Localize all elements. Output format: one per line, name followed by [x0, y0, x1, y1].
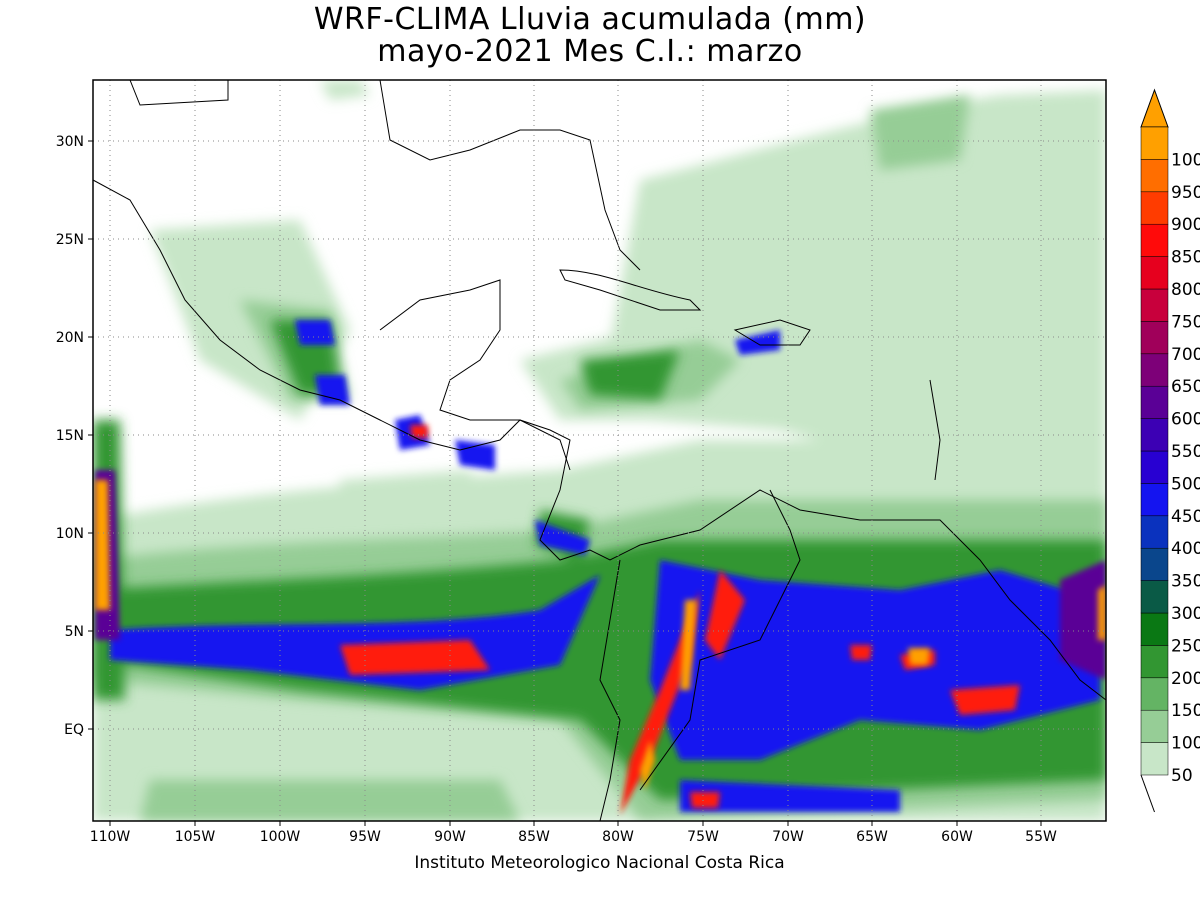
lat-label: 5N: [65, 624, 84, 640]
lon-label: 55W: [1025, 829, 1057, 845]
latitude-labels: 30N 25N 20N 15N 10N 5N EQ: [56, 134, 84, 738]
colorbar-swatch: [1140, 191, 1169, 225]
colorbar-label: 300: [1171, 604, 1200, 624]
colorbar-label: 1000: [1171, 150, 1200, 170]
colorbar-label: 650: [1171, 377, 1200, 397]
lat-label: EQ: [64, 722, 84, 738]
colorbar-swatch: [1140, 645, 1169, 679]
colorbar-label: 50: [1171, 766, 1193, 786]
lat-label: 15N: [56, 428, 84, 444]
colorbar-swatch: [1140, 515, 1169, 549]
colorbar-swatch: [1140, 483, 1169, 517]
graticule: [93, 80, 1106, 821]
longitude-labels: 110W 105W 100W 95W 90W 85W 80W 75W 70W 6…: [90, 829, 1057, 845]
colorbar-min-tail: [1140, 774, 1155, 813]
colorbar-swatch: [1140, 677, 1169, 711]
axis-ticks: [88, 140, 1042, 826]
lat-label: 30N: [56, 134, 84, 150]
rain-800-900-layer: [340, 425, 1020, 815]
colorbar-swatch: [1140, 223, 1169, 257]
colorbar-swatch: [1140, 288, 1169, 322]
colorbar-swatch: [1140, 321, 1169, 355]
map-subtitle: mayo-2021 Mes C.I.: marzo: [377, 34, 803, 69]
lon-label: 95W: [349, 829, 381, 845]
colorbar-label: 150: [1171, 701, 1200, 721]
coastlines: [93, 80, 1106, 821]
colorbar-label: 500: [1171, 474, 1200, 494]
colorbar-label: 600: [1171, 410, 1200, 430]
colorbar-swatch: [1140, 547, 1169, 581]
colorbar-label: 800: [1171, 280, 1200, 300]
colorbar-label: 700: [1171, 345, 1200, 365]
colorbar-swatch: [1140, 256, 1169, 290]
colorbar-swatch: [1140, 612, 1169, 646]
lon-label: 110W: [90, 829, 131, 845]
colorbar-swatch: [1140, 126, 1169, 160]
colorbar-label: 200: [1171, 669, 1200, 689]
map-frame: [92, 79, 1107, 822]
colorbar-swatch: [1140, 709, 1169, 743]
colorbar-label: 900: [1171, 215, 1200, 235]
lat-label: 20N: [56, 330, 84, 346]
colorbar-swatch: [1140, 580, 1169, 614]
colorbar-swatch: [1140, 418, 1169, 452]
colorbar-label: 100: [1171, 734, 1200, 754]
colorbar-label: 450: [1171, 507, 1200, 527]
colorbar-swatch: [1140, 159, 1169, 193]
rain-950-1000-layer: [95, 480, 1106, 790]
lon-label: 75W: [687, 829, 719, 845]
colorbar-max-arrow: [1140, 88, 1169, 128]
colorbar-label: 350: [1171, 572, 1200, 592]
lon-label: 65W: [856, 829, 888, 845]
colorbar: 50 100 150 200 250 300 350 400 450 500 550 600 650 70…: [1140, 88, 1200, 813]
lon-label: 80W: [602, 829, 634, 845]
lon-label: 85W: [518, 829, 550, 845]
lat-label: 10N: [56, 526, 84, 542]
colorbar-swatch: [1140, 385, 1169, 419]
colorbar-label: 950: [1171, 183, 1200, 203]
colorbar-label: 250: [1171, 636, 1200, 656]
colorbar-swatch: [1140, 353, 1169, 387]
colorbar-label: 750: [1171, 312, 1200, 332]
colorbar-swatch: [1140, 450, 1169, 484]
lon-label: 90W: [434, 829, 466, 845]
colorbar-label: 850: [1171, 248, 1200, 268]
lon-label: 70W: [772, 829, 804, 845]
map-title: WRF-CLIMA Lluvia acumulada (mm): [313, 2, 867, 37]
colorbar-label: 400: [1171, 539, 1200, 559]
colorbar-swatch: [1140, 742, 1169, 776]
lat-label: 25N: [56, 232, 84, 248]
lon-label: 60W: [941, 829, 973, 845]
lon-label: 105W: [175, 829, 216, 845]
lon-label: 100W: [260, 829, 301, 845]
credit-text: Instituto Meteorologico Nacional Costa R…: [414, 853, 785, 873]
precipitation-field: [93, 80, 1106, 821]
colorbar-label: 550: [1171, 442, 1200, 462]
